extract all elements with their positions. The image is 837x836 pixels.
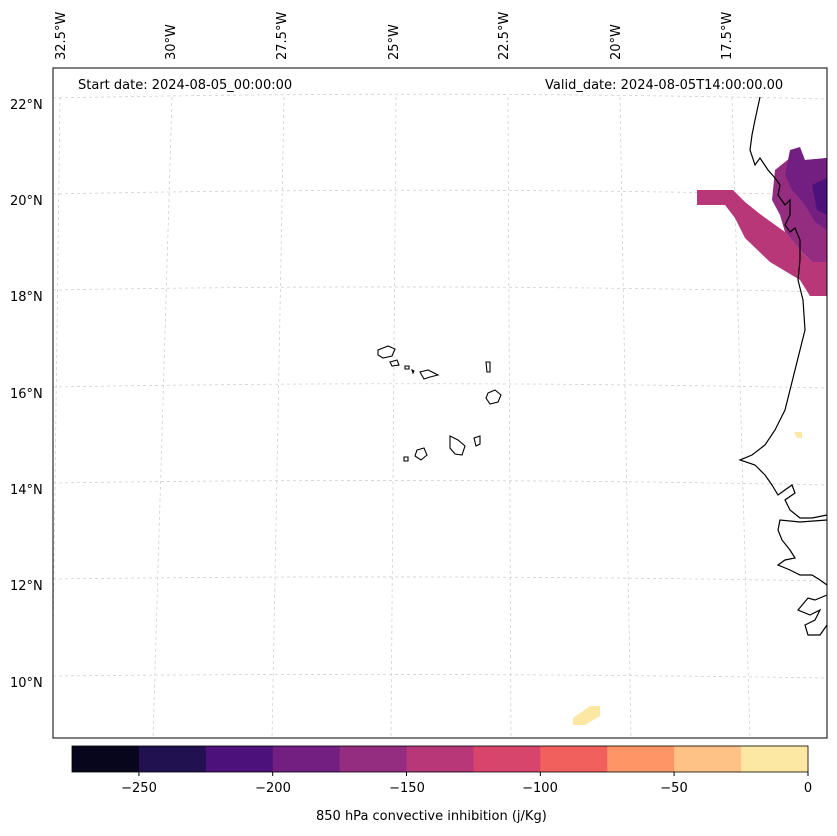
valid-date-label: Valid_date: 2024-08-05T14:00:00.00	[545, 78, 784, 93]
colorbar-segment	[540, 746, 608, 772]
colorbar-frame	[71, 745, 809, 773]
colorbar-title: 850 hPa convective inhibition (j/Kg)	[316, 809, 547, 824]
lat-label-14n: 14°N	[10, 483, 43, 498]
colorbar-segment	[741, 746, 809, 772]
lat-label-20n: 20°N	[10, 194, 43, 209]
coastline	[738, 96, 828, 636]
colorbar-ticks	[138, 772, 809, 776]
colorbar	[72, 746, 809, 772]
lat-label-10n: 10°N	[10, 676, 43, 691]
colorbar-segment	[607, 746, 675, 772]
colorbar-tick-label: −50	[660, 781, 688, 796]
lat-label-16n: 16°N	[10, 387, 43, 402]
colorbar-segment	[473, 746, 541, 772]
colorbar-tick-label: −100	[522, 781, 558, 796]
colorbar-segment	[72, 746, 140, 772]
map-frame	[52, 67, 828, 739]
lat-label-18n: 18°N	[10, 290, 43, 305]
start-date-label: Start date: 2024-08-05_00:00:00	[78, 78, 293, 93]
colorbar-tick-label: −150	[389, 781, 425, 796]
lat-label-22n: 22°N	[10, 98, 43, 113]
lat-label-12n: 12°N	[10, 579, 43, 594]
colorbar-segment	[205, 746, 274, 772]
colorbar-segment	[406, 746, 474, 772]
colorbar-tick-label: −200	[255, 781, 291, 796]
colorbar-tick-label: −250	[121, 781, 157, 796]
colorbar-segment	[272, 746, 341, 772]
colorbar-segment	[138, 746, 207, 772]
colorbar-tick-label: 0	[803, 781, 813, 796]
cape-verde-islands	[377, 345, 502, 462]
cin-contours	[573, 147, 827, 725]
colorbar-segment	[674, 746, 742, 772]
colorbar-segment	[339, 746, 408, 772]
gridlines	[52, 93, 828, 739]
